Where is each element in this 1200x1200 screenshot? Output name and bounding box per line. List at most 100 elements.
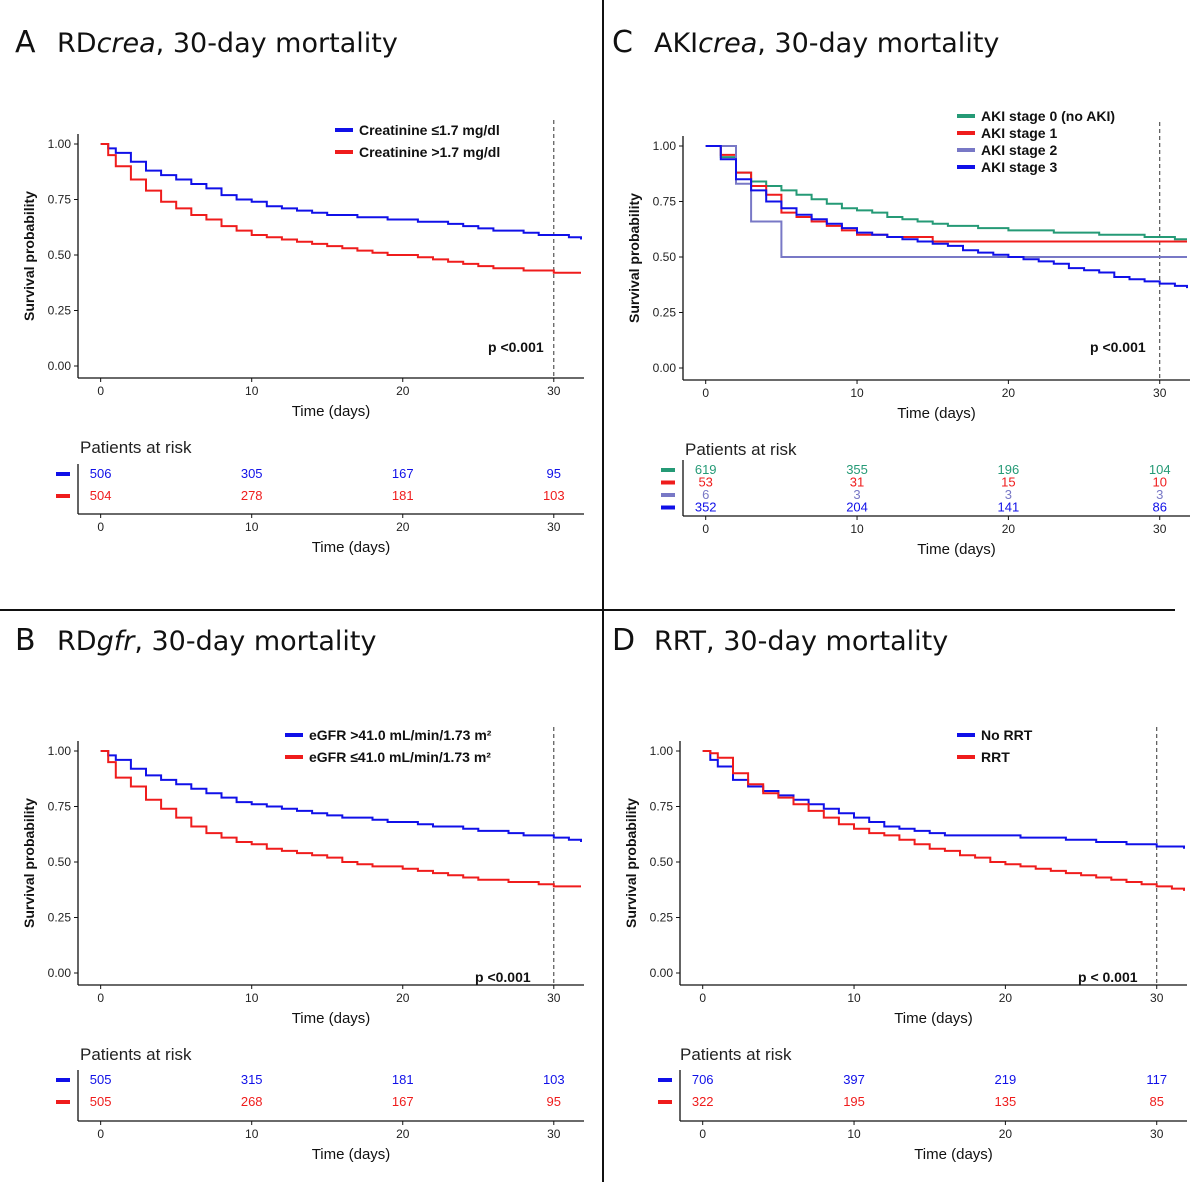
- y-tick-label: 0.25: [48, 911, 72, 925]
- risk-count: 268: [241, 1094, 263, 1109]
- panel-letter: D: [612, 623, 635, 658]
- risk-count: 6: [702, 487, 709, 502]
- risk-x-tick-label: 30: [547, 520, 561, 534]
- risk-count: 397: [843, 1072, 865, 1087]
- risk-count: 706: [692, 1072, 714, 1087]
- x-tick-label: 10: [245, 384, 259, 398]
- risk-count: 504: [90, 488, 112, 503]
- x-tick-label: 10: [245, 991, 259, 1005]
- risk-table-title: Patients at risk: [685, 440, 797, 459]
- risk-count: 619: [695, 462, 717, 477]
- y-tick-label: 0.25: [48, 304, 72, 318]
- survival-curve-4: [705, 145, 1188, 289]
- survival-curve-1: [100, 143, 582, 240]
- p-value: p <0.001: [488, 339, 544, 355]
- risk-x-axis-title: Time (days): [312, 539, 391, 556]
- y-axis-title: Survival probability: [623, 798, 639, 928]
- panel-title-italic: crea: [97, 28, 156, 59]
- risk-count: 352: [695, 500, 717, 515]
- risk-count: 195: [843, 1094, 865, 1109]
- panel-title-italic: gfr: [97, 626, 137, 657]
- y-tick-label: 0.00: [653, 361, 677, 375]
- legend-label: AKI stage 1: [981, 125, 1057, 141]
- y-tick-label: 0.75: [48, 800, 72, 814]
- x-tick-label: 10: [847, 991, 861, 1005]
- risk-x-tick-label: 10: [245, 520, 259, 534]
- y-tick-label: 1.00: [653, 139, 677, 153]
- risk-count: 196: [998, 462, 1020, 477]
- risk-x-tick-label: 30: [1150, 1127, 1164, 1141]
- risk-x-tick-label: 10: [245, 1127, 259, 1141]
- legend-label: RRT: [981, 749, 1010, 765]
- p-value: p <0.001: [475, 969, 531, 985]
- risk-count: 95: [547, 1094, 561, 1109]
- risk-count: 167: [392, 1094, 414, 1109]
- risk-count: 278: [241, 488, 263, 503]
- y-tick-label: 0.00: [48, 359, 72, 373]
- x-tick-label: 30: [1153, 386, 1167, 400]
- risk-count: 315: [241, 1072, 263, 1087]
- p-value: p <0.001: [1090, 339, 1146, 355]
- panel-title-plain: AKI: [654, 28, 698, 59]
- legend-label: No RRT: [981, 727, 1033, 743]
- x-tick-label: 0: [702, 386, 709, 400]
- risk-count: 103: [543, 1072, 565, 1087]
- risk-count: 117: [1146, 1072, 1167, 1087]
- panel-title: RDcrea, 30-day mortality: [57, 28, 398, 59]
- risk-x-tick-label: 30: [1153, 522, 1167, 536]
- risk-count: 506: [90, 466, 112, 481]
- panel-title-rest: , 30-day mortality: [134, 626, 376, 657]
- legend-label: AKI stage 0 (no AKI): [981, 108, 1115, 124]
- y-axis-title: Survival probability: [21, 798, 37, 928]
- x-tick-label: 20: [396, 991, 410, 1005]
- panel-c: C AKIcrea, 30-day mortality 0.00 0.25 0.50 0.…: [612, 25, 1190, 558]
- panel-title: RRT, 30-day mortality: [654, 626, 948, 657]
- survival-curve-2: [702, 750, 1185, 891]
- risk-x-tick-label: 0: [97, 1127, 104, 1141]
- risk-count: 135: [995, 1094, 1017, 1109]
- risk-x-tick-label: 20: [1002, 522, 1016, 536]
- y-axis-title: Survival probability: [21, 191, 37, 321]
- risk-count: 95: [547, 466, 561, 481]
- x-tick-label: 10: [850, 386, 864, 400]
- risk-count: 31: [850, 475, 864, 490]
- panel-title-rest: , 30-day mortality: [757, 28, 999, 59]
- risk-count: 15: [1001, 475, 1015, 490]
- y-tick-label: 0.75: [653, 195, 677, 209]
- risk-x-tick-label: 20: [396, 520, 410, 534]
- legend-label: eGFR >41.0 mL/min/1.73 m²: [309, 727, 492, 743]
- x-axis-title: Time (days): [292, 1010, 371, 1027]
- risk-x-tick-label: 10: [850, 522, 864, 536]
- risk-count: 181: [392, 1072, 414, 1087]
- x-tick-label: 30: [547, 384, 561, 398]
- risk-count: 10: [1152, 475, 1166, 490]
- risk-count: 3: [1005, 487, 1012, 502]
- risk-count: 103: [543, 488, 565, 503]
- risk-count: 86: [1152, 500, 1166, 515]
- panel-letter: C: [612, 25, 633, 60]
- x-axis-title: Time (days): [894, 1010, 973, 1027]
- y-tick-label: 0.50: [48, 855, 72, 869]
- risk-x-tick-label: 0: [702, 522, 709, 536]
- survival-curve-2: [100, 143, 581, 274]
- survival-curve-3: [705, 145, 1187, 258]
- risk-x-axis-title: Time (days): [312, 1146, 391, 1163]
- panel-d: D RRT, 30-day mortality 0.00 0.25 0.50 0.75 1.…: [612, 623, 1187, 1163]
- panel-title-plain: RD: [57, 28, 97, 59]
- y-axis-title: Survival probability: [626, 193, 642, 323]
- y-tick-label: 0.75: [650, 800, 674, 814]
- risk-count: 3: [853, 487, 860, 502]
- p-value: p < 0.001: [1078, 969, 1138, 985]
- risk-count: 141: [998, 500, 1020, 515]
- survival-curve-2: [100, 750, 581, 888]
- risk-x-tick-label: 30: [547, 1127, 561, 1141]
- legend-label: AKI stage 3: [981, 159, 1057, 175]
- y-tick-label: 0.50: [650, 855, 674, 869]
- risk-count: 3: [1156, 487, 1163, 502]
- x-tick-label: 30: [1150, 991, 1164, 1005]
- risk-count: 85: [1149, 1094, 1163, 1109]
- y-tick-label: 0.50: [653, 250, 677, 264]
- y-tick-label: 0.50: [48, 248, 72, 262]
- risk-x-tick-label: 20: [999, 1127, 1013, 1141]
- risk-count: 204: [846, 500, 868, 515]
